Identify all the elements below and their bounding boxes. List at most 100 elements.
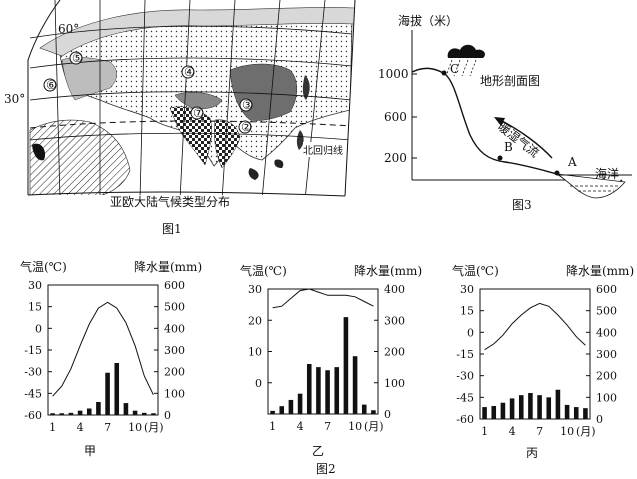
chart-2-precip-bar — [352, 356, 358, 414]
profile-ytick-600: 600 — [384, 110, 407, 124]
chart-1-precip-tick: 600 — [164, 279, 185, 292]
chart-1-x-tick: 10 — [128, 421, 142, 434]
chart-3-precip-bar — [555, 389, 561, 419]
profile-ylabel: 海拔（米） — [398, 14, 459, 28]
chart-1-precip-tick: 100 — [164, 387, 185, 400]
chart-2-precip-bar — [361, 404, 367, 414]
chart-2-precip-axis-label: 降水量(mm) — [354, 264, 422, 278]
profile-ytick-200: 200 — [384, 151, 407, 165]
chart-1-precip-bar — [114, 363, 120, 415]
chart-1-precip-bar — [50, 413, 55, 415]
climate-map-svg: ② ③ ④ ⑤ ⑥ ⑦ — [27, 0, 356, 197]
figure2-charts: 气温(℃) 降水量(mm) 30 15 0 -15 -30 -45 -60 600 500 400 30… — [0, 255, 637, 479]
chart-1-name-label: 甲 — [84, 444, 96, 458]
chart-2-precip-tick: 100 — [384, 377, 405, 390]
chart-2-precip-tick: 400 — [384, 283, 405, 296]
climographs-svg: 气温(℃) 降水量(mm)30150-15-30-45-6060050040030… — [20, 259, 634, 460]
chart-1-precip-bar — [96, 402, 101, 415]
chart-3-temp-tick: 15 — [460, 305, 474, 318]
chart-1-x-tick: 1 — [49, 421, 56, 434]
chart-3-precip-tick: 600 — [596, 283, 617, 296]
chart-2-temp-axis-label: 气温(℃) — [240, 263, 287, 278]
chart-2-x-unit: (月) — [364, 420, 384, 433]
point-C-label: C — [450, 62, 460, 76]
profile-svg — [411, 30, 632, 199]
sea-label: 海洋 — [595, 167, 620, 181]
chart-1-precip-tick: 300 — [164, 344, 185, 357]
chart-1-precip-bar — [86, 408, 92, 415]
chart-3-precip-axis-label: 降水量(mm) — [566, 264, 634, 278]
chart-3-temp-tick: -15 — [456, 348, 474, 361]
chart-2-x-tick: 7 — [324, 420, 331, 433]
figure2-label: 图2 — [316, 462, 336, 476]
chart-3-precip-tick: 200 — [596, 370, 617, 383]
point-B — [497, 155, 503, 161]
chart-2-precip-bar — [325, 370, 330, 414]
chart-1-precip-bar — [59, 413, 65, 415]
cloud-icon — [447, 44, 486, 58]
tropic-of-cancer-line — [29, 120, 353, 129]
figure3-label: 图3 — [512, 198, 532, 212]
chart-3-precip-bar — [491, 406, 497, 419]
chart-1-temp-tick: -45 — [24, 387, 42, 400]
europe-gray — [61, 57, 117, 101]
chart-3-precip-bar — [528, 393, 533, 419]
chart-1-precip-bar — [68, 412, 74, 415]
chart-3-x-tick: 4 — [509, 425, 516, 438]
point-A-label: A — [568, 155, 577, 169]
chart-3-temp-tick: -60 — [456, 413, 474, 426]
chart-2-precip-bar — [316, 367, 321, 414]
wind-arrow — [499, 119, 553, 159]
chart-2-name-label: 乙 — [312, 444, 324, 458]
tropic-label: 北回归线 — [303, 142, 343, 157]
profile-title: 地形剖面图 — [480, 74, 541, 88]
profile-ytick-1000: 1000 — [378, 67, 409, 81]
chart-3-x-unit: (月) — [576, 425, 596, 438]
chart-2-precip-tick: 300 — [384, 314, 405, 327]
chart-3-precip-bar — [573, 407, 579, 419]
region-marker-2: ② — [241, 120, 252, 134]
figure1-label: 图1 — [162, 222, 182, 236]
chart-3-frame — [479, 288, 591, 420]
chart-2-precip-bar — [270, 410, 275, 414]
chart-2-temp-tick: 0 — [255, 377, 262, 390]
chart-1-temp-axis-label: 气温(℃) — [20, 259, 67, 274]
chart-3-precip-bar — [482, 407, 487, 419]
chart-2-precip-bar — [279, 406, 285, 414]
chart-2-frame — [267, 288, 379, 415]
chart-2-precip-bar — [288, 399, 294, 414]
chart-2-temp-tick: 10 — [248, 346, 262, 359]
chart-1-temp-tick: -15 — [24, 344, 42, 357]
chart-1-precip-bar — [105, 372, 110, 415]
chart-1-temp-tick: 30 — [28, 279, 42, 292]
region-marker-7: ⑦ — [193, 106, 204, 120]
chart-1-precip-bar — [123, 403, 129, 415]
chart-3-precip-tick: 500 — [596, 305, 617, 318]
chart-1-temp-tick: -30 — [24, 366, 42, 379]
chart-1-precip-tick: 0 — [164, 409, 171, 422]
region-marker-5: ⑤ — [72, 51, 83, 65]
chart-3-precip-bar — [537, 395, 542, 419]
chart-3-temp-tick: 0 — [467, 326, 474, 339]
chart-3-x-tick: 1 — [481, 425, 488, 438]
chart-1-precip-bar — [132, 410, 138, 415]
chart-3-precip-bar — [518, 395, 524, 419]
chart-3-temperature-line — [484, 302, 586, 351]
chart-3-precip-bar — [564, 404, 570, 419]
chart-1-temp-tick: 15 — [28, 301, 42, 314]
chart-3-temp-tick: -45 — [456, 391, 474, 404]
chart-2-temp-tick: 30 — [248, 283, 262, 296]
chart-1-precip-tick: 400 — [164, 322, 185, 335]
chart-1-x-unit: (月) — [144, 421, 164, 434]
chart-1-frame — [47, 284, 159, 416]
chart-1-precip-tick: 200 — [164, 366, 185, 379]
chart-1-precip-bar — [77, 410, 83, 415]
chart-2-precip-bar — [297, 393, 303, 414]
point-B-label: B — [504, 140, 513, 154]
chart-1-x-tick: 4 — [77, 421, 84, 434]
chart-3-precip-tick: 400 — [596, 326, 617, 339]
chart-3-temp-tick: 30 — [460, 283, 474, 296]
chart-3-precip-tick: 0 — [596, 413, 603, 426]
chart-3-x-tick: 7 — [536, 425, 543, 438]
chart-1-precip-bar — [141, 412, 147, 415]
